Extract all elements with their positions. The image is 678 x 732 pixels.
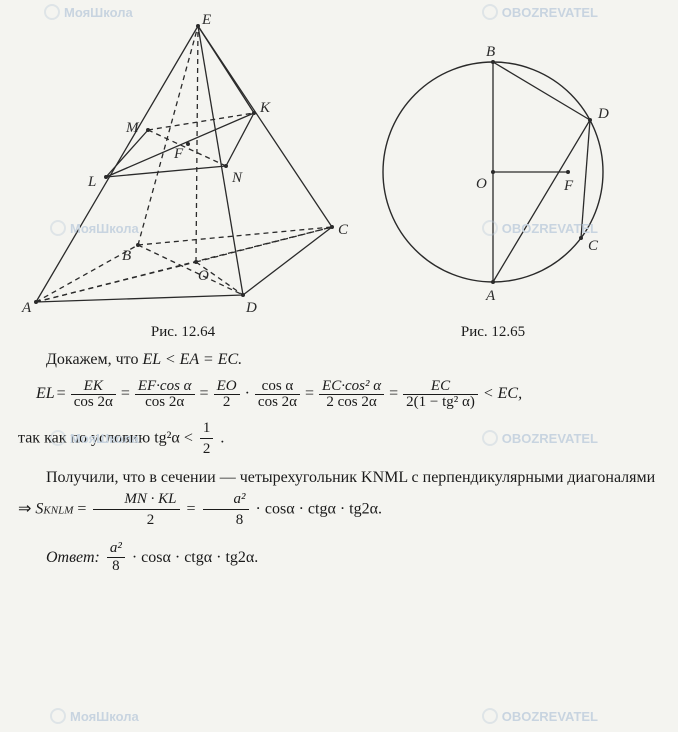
prove-prefix: Докажем, что — [46, 351, 142, 368]
svg-text:E: E — [201, 12, 211, 28]
svg-text:O: O — [198, 268, 209, 284]
figure-left-caption: Рис. 12.64 — [151, 324, 215, 341]
svg-text:O: O — [476, 176, 487, 192]
svg-text:C: C — [588, 238, 599, 254]
result-frac-2: a²8 — [203, 489, 249, 531]
watermark: МояШкола — [50, 708, 139, 724]
svg-text:M: M — [125, 120, 140, 136]
svg-text:D: D — [597, 106, 609, 122]
watermark: OBOZREVATEL — [482, 708, 598, 724]
svg-text:F: F — [173, 146, 184, 162]
svg-text:L: L — [87, 174, 96, 190]
svg-text:A: A — [21, 300, 32, 316]
svg-text:B: B — [486, 44, 495, 60]
svg-text:C: C — [338, 222, 348, 238]
frac-3: EO2 — [214, 379, 240, 410]
svg-text:N: N — [231, 170, 243, 186]
eq-lhs: EL — [36, 386, 55, 402]
prove-line: Докажем, что EL < EA = EC. — [18, 349, 660, 371]
result-frac-1: MN · KL2 — [93, 489, 179, 531]
eq-tail: < EC, — [483, 386, 522, 402]
circle-diagram: O A B D C F — [358, 12, 628, 322]
result-line: Получили, что в сечении — четырехугольни… — [18, 467, 660, 530]
svg-text:F: F — [563, 178, 574, 194]
frac-4: cos αcos 2α — [255, 379, 300, 410]
figure-right: O A B D C F Рис. 12.65 — [358, 12, 628, 341]
answer-line: Ответ: a²8 · cosα · ctgα · tg2α. — [46, 540, 660, 575]
svg-text:D: D — [245, 300, 257, 316]
svg-text:B: B — [122, 248, 131, 264]
frac-half: 12 — [200, 418, 214, 460]
figures-row: A B C D O E L M K N F Рис. 12.64 O A B D C F Рис. 12.65 — [18, 12, 660, 341]
main-equation: EL = EKcos 2α = EF·cos αcos 2α = EO2 · c… — [36, 379, 660, 410]
frac-5: EC·cos² α2 cos 2α — [319, 379, 384, 410]
frac-2: EF·cos αcos 2α — [135, 379, 195, 410]
frac-6: EC2(1 − tg² α) — [403, 379, 478, 410]
figure-left: A B C D O E L M K N F Рис. 12.64 — [18, 12, 348, 341]
svg-text:K: K — [259, 100, 271, 116]
answer-label: Ответ: — [46, 549, 100, 567]
figure-right-caption: Рис. 12.65 — [461, 324, 525, 341]
since-line: так как по условию tg²α < 12 . — [18, 418, 660, 460]
pyramid-diagram: A B C D O E L M K N F — [18, 12, 348, 322]
frac-1: EKcos 2α — [71, 379, 116, 410]
answer-frac: a²8 — [107, 540, 125, 575]
prove-math: EL < EA = EC. — [142, 351, 242, 368]
svg-text:A: A — [485, 288, 496, 304]
